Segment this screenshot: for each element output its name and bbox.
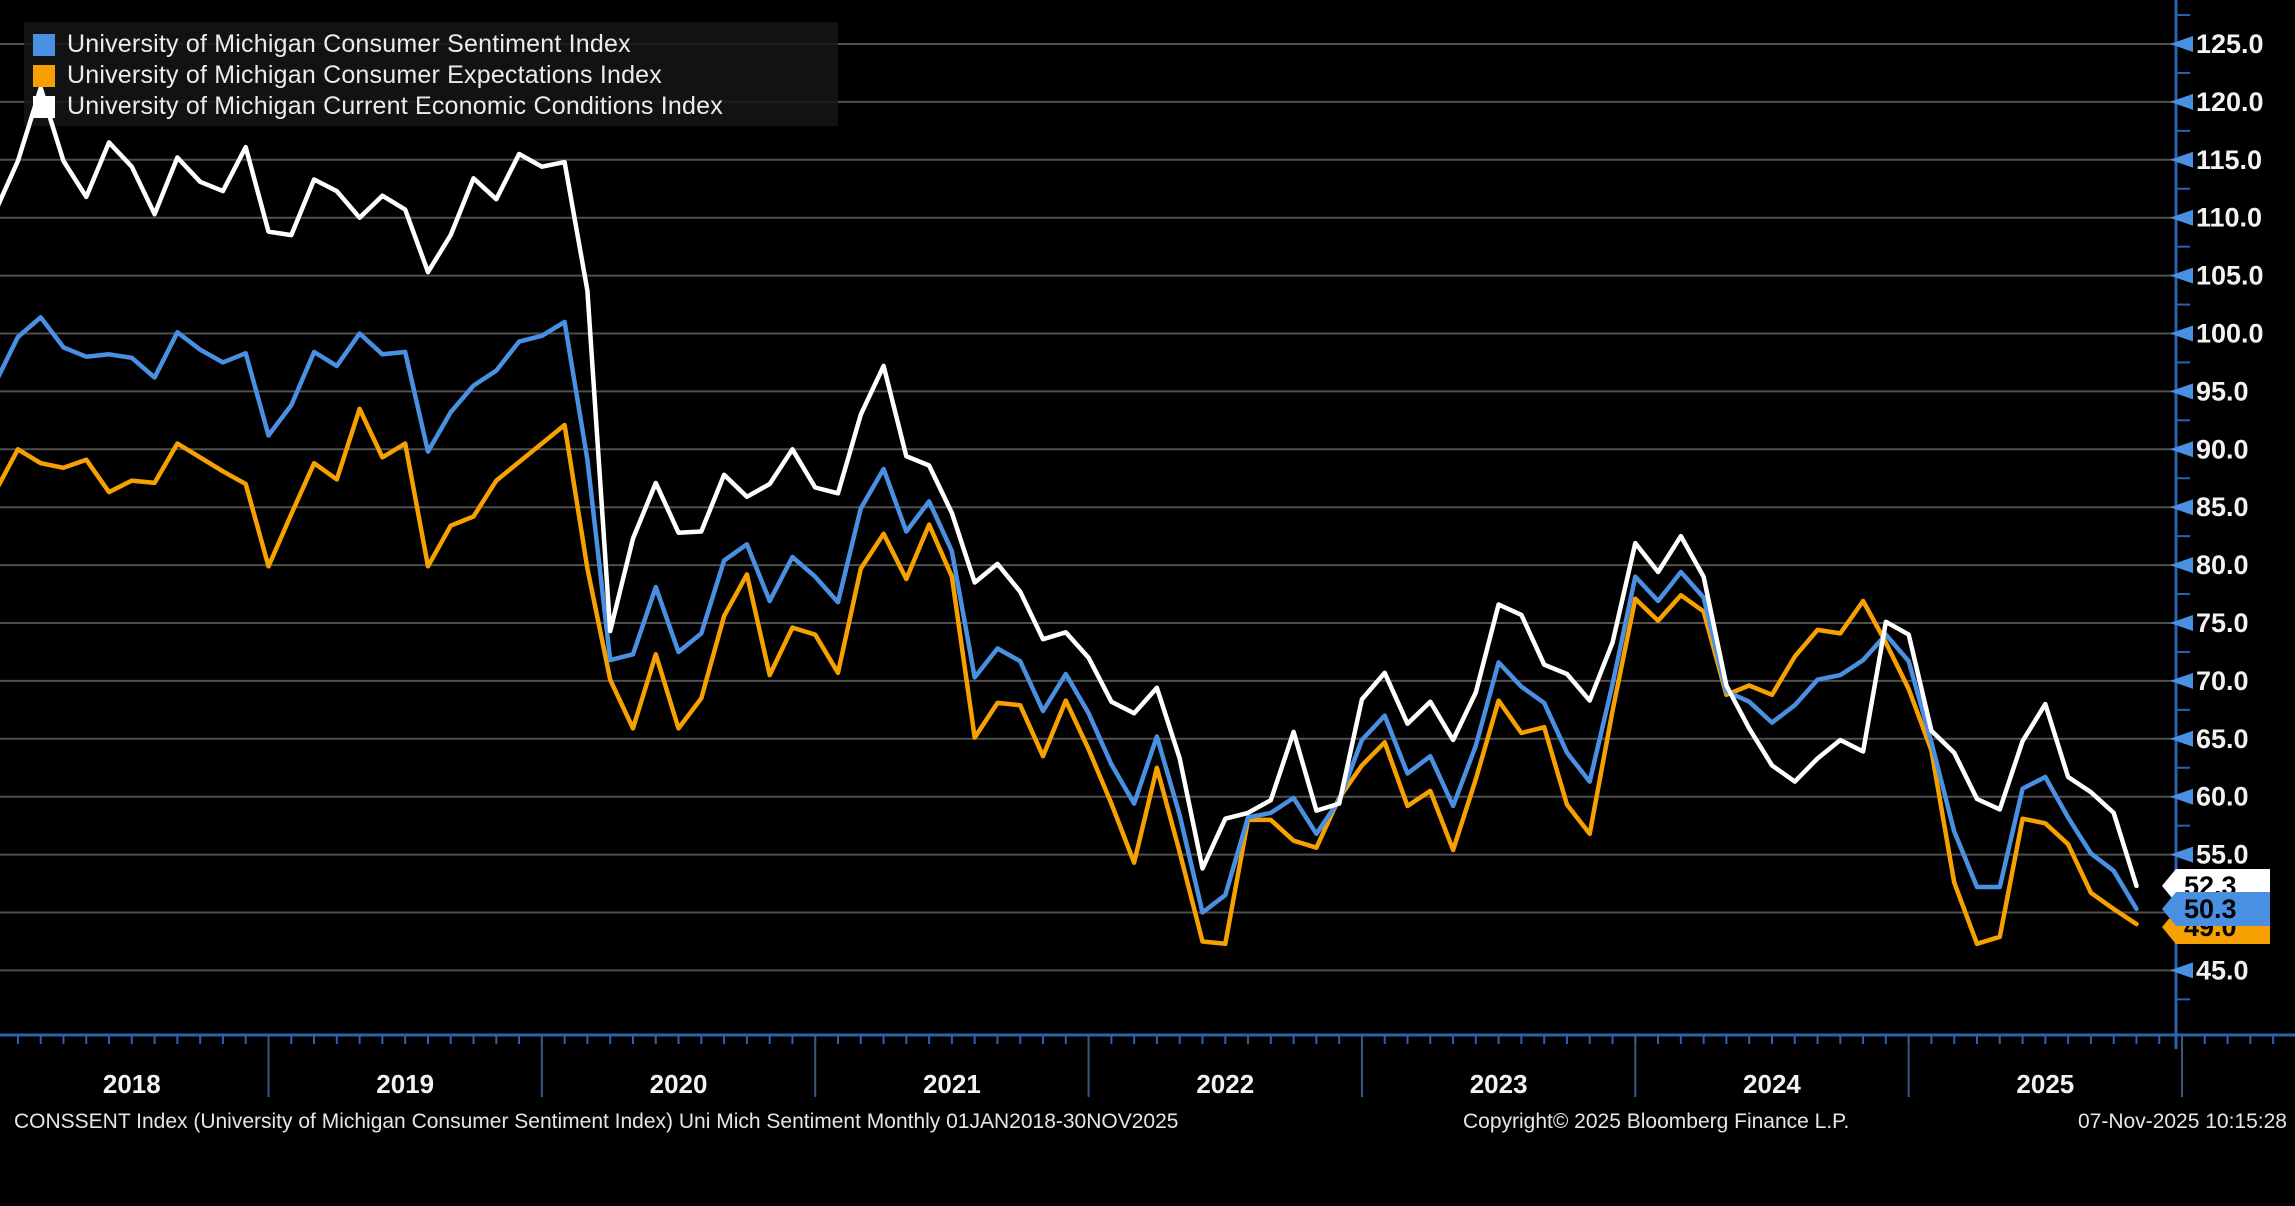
x-year-label: 2020 (650, 1069, 708, 1099)
y-tick-arrow-icon (2170, 788, 2193, 805)
legend-label-sentiment: University of Michigan Consumer Sentimen… (67, 30, 631, 58)
y-tick-arrow-icon (2170, 93, 2193, 110)
footer-timestamp: 07-Nov-2025 10:15:28 (2078, 1110, 2287, 1133)
y-tick-label: 55.0 (2196, 840, 2249, 870)
y-tick-arrow-icon (2170, 962, 2193, 979)
y-tick-label: 75.0 (2196, 608, 2249, 638)
y-tick-arrow-icon (2170, 383, 2193, 400)
series-line-current (0, 85, 2139, 889)
y-tick-arrow-icon (2170, 209, 2193, 226)
y-tick-arrow-icon (2170, 325, 2193, 342)
y-tick-label: 95.0 (2196, 376, 2249, 406)
series-line-expectations (0, 406, 2139, 947)
footer-ticker-description: CONSSENT Index (University of Michigan C… (14, 1110, 1179, 1133)
x-year-label: 2023 (1470, 1069, 1528, 1099)
legend-label-expectations: University of Michigan Consumer Expectat… (67, 61, 662, 89)
y-tick-arrow-icon (2170, 267, 2193, 284)
y-tick-arrow-icon (2170, 615, 2193, 631)
y-tick-label: 105.0 (2196, 261, 2264, 291)
legend-item-sentiment[interactable]: University of Michigan Consumer Sentimen… (24, 29, 723, 60)
x-year-label: 2025 (2016, 1069, 2074, 1099)
y-tick-arrow-icon (2170, 846, 2193, 863)
legend-swatch-expectations (33, 64, 55, 87)
y-tick-arrow-icon (2170, 672, 2193, 689)
legend-label-current: University of Michigan Current Economic … (67, 92, 723, 120)
y-tick-label: 100.0 (2196, 319, 2264, 349)
y-tick-label: 70.0 (2196, 666, 2249, 696)
x-year-label: 2024 (1743, 1069, 1801, 1099)
y-tick-label: 125.0 (2196, 29, 2264, 59)
legend-background (24, 22, 838, 126)
legend-swatch-sentiment (33, 33, 55, 56)
y-tick-label: 65.0 (2196, 724, 2249, 754)
x-year-label: 2019 (376, 1069, 434, 1099)
y-tick-label: 80.0 (2196, 550, 2249, 580)
y-tick-label: 85.0 (2196, 492, 2249, 522)
legend-item-current[interactable]: University of Michigan Current Economic … (24, 91, 723, 122)
x-year-label: 2021 (923, 1069, 981, 1099)
y-tick-arrow-icon (2170, 36, 2193, 52)
y-tick-label: 45.0 (2196, 955, 2249, 985)
y-tick-arrow-icon (2170, 557, 2193, 574)
y-tick-arrow-icon (2170, 441, 2193, 458)
y-tick-label: 120.0 (2196, 87, 2264, 117)
footer-copyright: Copyright© 2025 Bloomberg Finance L.P. (1463, 1110, 1850, 1133)
y-tick-label: 90.0 (2196, 434, 2249, 464)
x-year-label: 2022 (1196, 1069, 1254, 1099)
legend-item-expectations[interactable]: University of Michigan Consumer Expectat… (24, 60, 723, 91)
last-value-tag-sentiment: 50.3 (2162, 892, 2270, 927)
x-year-label: 2018 (103, 1069, 161, 1099)
y-tick-arrow-icon (2170, 730, 2193, 747)
series-line-sentiment (0, 315, 2139, 915)
y-tick-label: 60.0 (2196, 782, 2249, 812)
legend-swatch-current (33, 95, 55, 118)
y-tick-arrow-icon (2170, 151, 2193, 168)
y-tick-label: 115.0 (2196, 145, 2262, 175)
y-tick-label: 110.0 (2196, 203, 2262, 233)
y-tick-arrow-icon (2170, 499, 2193, 516)
chart-legend: University of Michigan Consumer Sentimen… (24, 29, 723, 122)
